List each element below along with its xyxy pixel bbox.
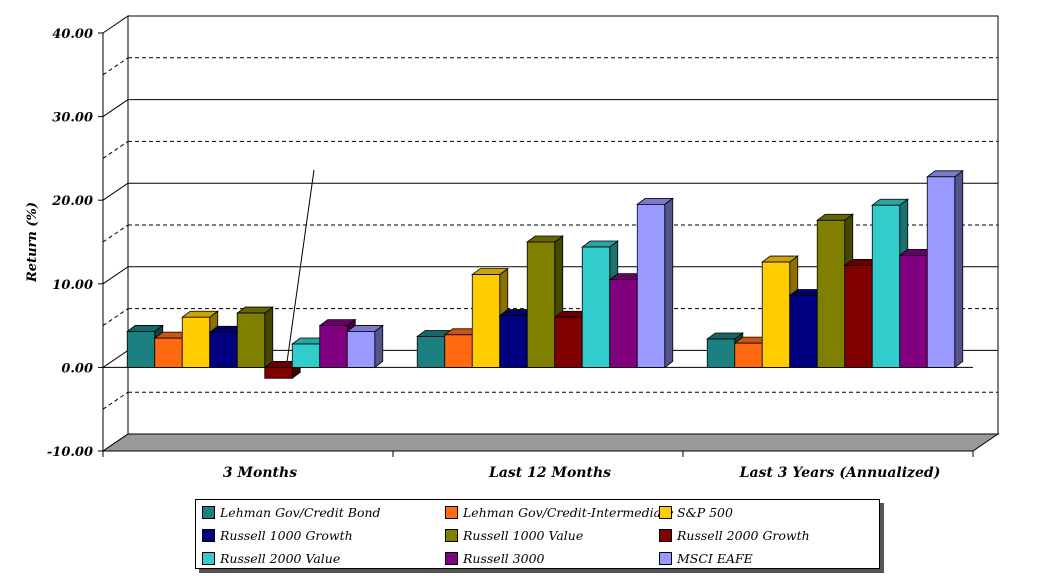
gridline-side [102,57,129,76]
y-tick-label: 40.00 [52,27,93,42]
category-label: 3 Months [223,465,297,481]
legend-label: Russell 1000 Growth [220,528,353,543]
legend-item: Russell 3000 [445,549,659,568]
legend-item: Russell 1000 Value [445,526,659,545]
gridline-side [102,182,129,201]
category-label: Last 3 Years (Annualized) [739,465,941,481]
legend-swatch [659,529,672,542]
y-tick-label: 0.00 [61,361,93,376]
y-axis-title: Return (%) [25,202,40,283]
legend-label: Russell 2000 Growth [677,528,810,543]
bar [636,197,674,369]
bar [236,306,274,369]
y-tick-label: 20.00 [51,194,93,209]
legend-swatch [202,552,215,565]
legend-item: Russell 2000 Value [202,549,445,568]
gridline-side [102,266,129,285]
gridline-side [102,308,129,327]
gridline-side [102,349,129,368]
legend-swatch [445,529,458,542]
legend-label: MSCI EAFE [677,551,753,566]
legend-item: Russell 1000 Growth [202,526,445,545]
legend-item: Lehman Gov/Credit Bond [202,503,445,522]
y-tick-label: 10.00 [52,278,93,293]
legend-swatch [659,506,672,519]
legend: Lehman Gov/Credit Bond Lehman Gov/Credit-… [195,499,880,569]
legend-label: Russell 3000 [463,551,545,566]
gridline-side [102,140,129,159]
legend-grid: Lehman Gov/Credit Bond Lehman Gov/Credit-… [202,503,879,568]
bar [443,327,482,369]
legend-swatch [202,529,215,542]
category-labels: 3 Months Last 12 Months Last 3 Years (Annu… [223,465,940,481]
legend-swatch [445,552,458,565]
bar [346,324,384,369]
legend-swatch [202,506,215,519]
legend-label: S&P 500 [677,505,733,520]
bar [926,169,964,369]
legend-swatch [659,552,672,565]
gridline-side [102,99,129,118]
leader-line [286,169,315,363]
chart-walls [101,15,1000,452]
legend-item: Russell 2000 Growth [659,526,869,545]
category-label: Last 12 Months [488,465,611,481]
bars [126,169,964,380]
legend-item: Lehman Gov/Credit-Intermediate [445,503,674,522]
legend-item: S&P 500 [659,503,869,522]
legend-swatch [445,506,458,519]
y-tick-label: -10.00 [47,445,93,460]
gridline-side [102,224,129,243]
y-tick-label: 30.00 [52,111,93,126]
legend-label: Russell 2000 Value [220,551,341,566]
legend-label: Russell 1000 Value [463,528,584,543]
legend-item: MSCI EAFE [659,549,869,568]
gridline-side [102,391,129,410]
legend-label: Lehman Gov/Credit Bond [220,505,381,520]
y-tick-labels: -10.00 0.00 10.00 20.00 30.00 40.00 [47,27,93,460]
legend-label: Lehman Gov/Credit-Intermediate [463,505,674,520]
